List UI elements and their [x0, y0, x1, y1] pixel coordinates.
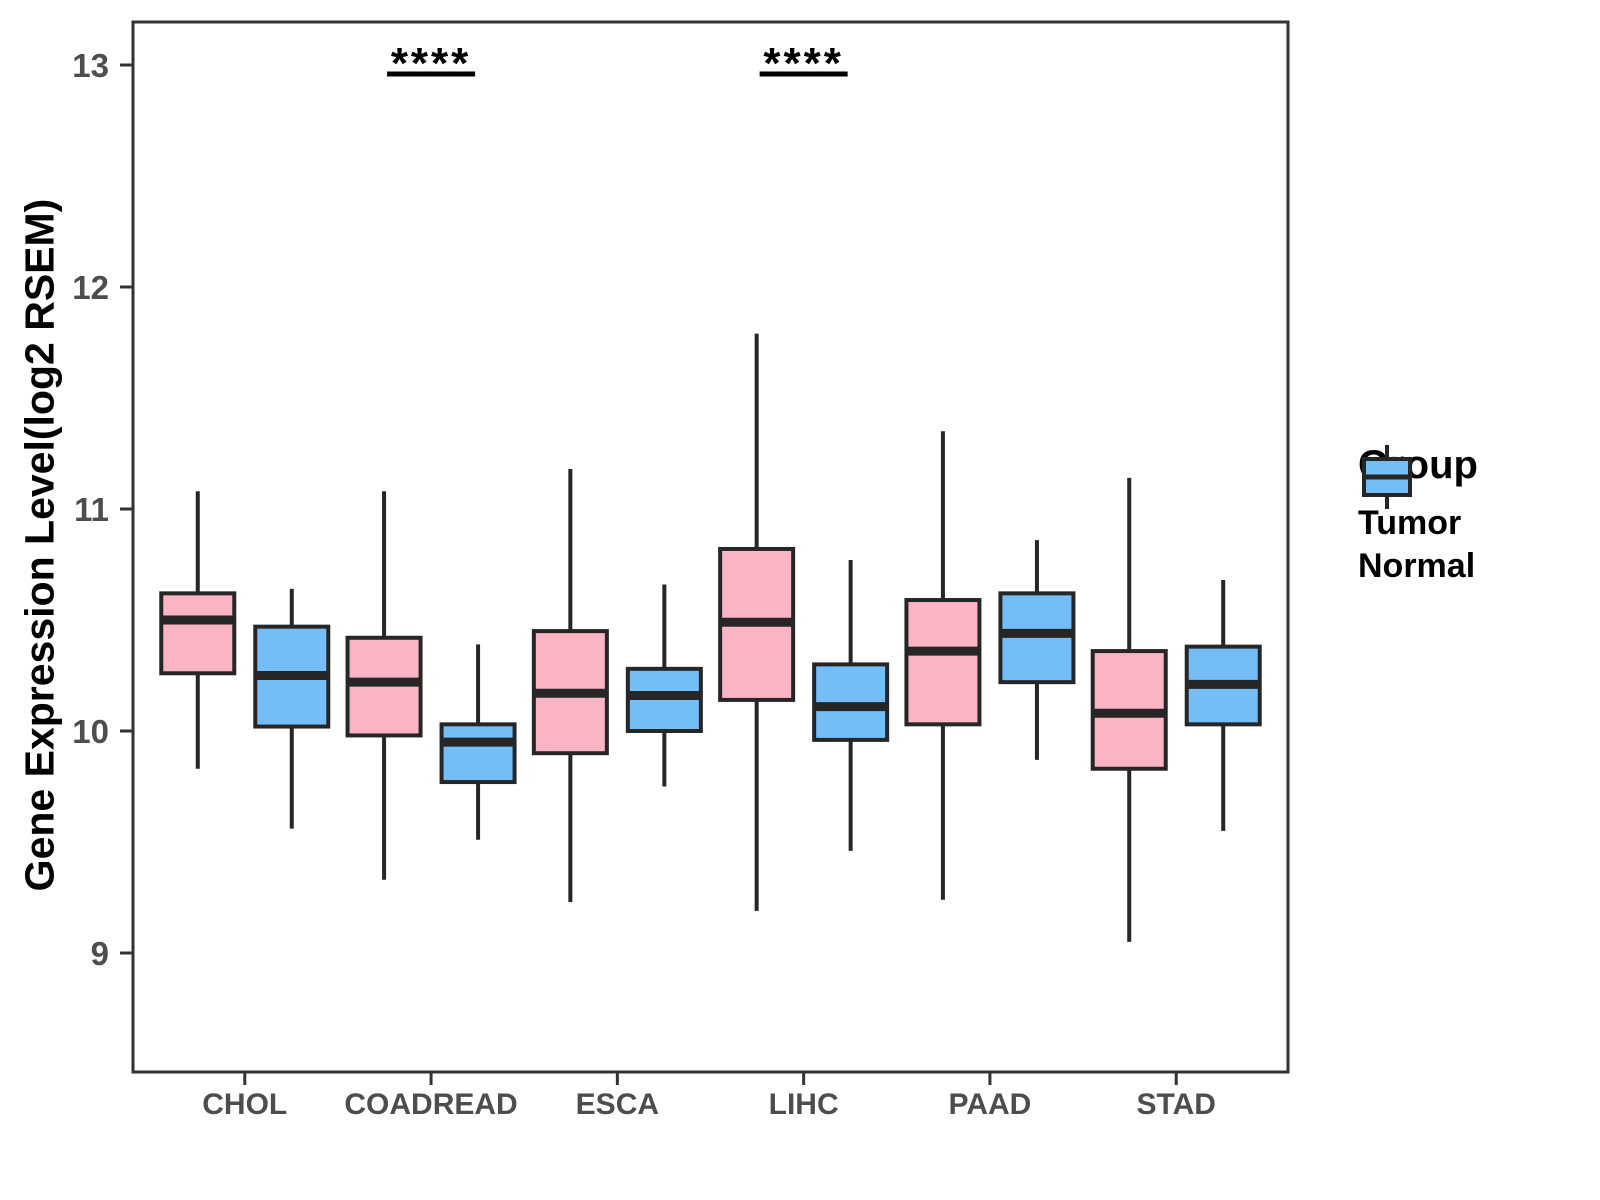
x-tick-label: CHOL — [202, 1088, 287, 1121]
x-tick-label: LIHC — [769, 1088, 839, 1121]
x-tick-label: PAAD — [949, 1088, 1032, 1121]
significance-stars-coadread: **** — [391, 39, 472, 88]
legend-entry-normal: Normal — [1358, 445, 1478, 586]
y-tick-label: 11 — [74, 491, 109, 528]
legend-boxplot-glyph-normal — [1362, 445, 1412, 509]
panel-border — [131, 20, 1290, 1074]
x-tick-label: STAD — [1136, 1088, 1215, 1121]
legend-label-tumor: Tumor — [1358, 504, 1462, 542]
legend-entries: Tumor Normal — [1358, 445, 1478, 586]
x-tick-label: COADREAD — [344, 1088, 517, 1121]
box-tumor-chol — [159, 591, 237, 676]
legend-label-normal: Normal — [1358, 547, 1476, 585]
y-axis-title: Gene Expression Level(log2 RSEM) — [16, 198, 63, 892]
box-normal-coadread — [439, 722, 517, 785]
y-tick-label: 10 — [72, 713, 109, 750]
x-tick-label: ESCA — [576, 1088, 659, 1121]
significance-stars-lihc: **** — [763, 39, 844, 88]
legend: Group Tumor Normal — [1358, 442, 1478, 586]
box-tumor-paad — [904, 598, 982, 727]
y-tick-label: 9 — [91, 935, 109, 972]
y-tick-label: 12 — [72, 269, 109, 306]
y-tick-label: 13 — [72, 47, 109, 84]
